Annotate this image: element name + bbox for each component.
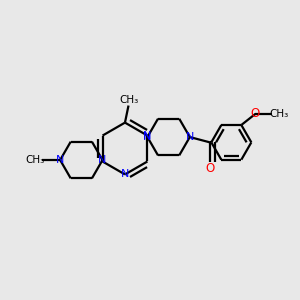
Text: N: N: [143, 132, 152, 142]
Text: CH₃: CH₃: [269, 109, 289, 119]
Text: O: O: [205, 162, 214, 175]
Text: N: N: [186, 132, 194, 142]
Text: N: N: [98, 155, 107, 165]
Text: CH₃: CH₃: [119, 95, 138, 105]
Text: CH₃: CH₃: [25, 155, 44, 165]
Text: N: N: [143, 130, 152, 141]
Text: N: N: [121, 169, 129, 179]
Text: O: O: [251, 107, 260, 120]
Text: N: N: [56, 155, 64, 165]
